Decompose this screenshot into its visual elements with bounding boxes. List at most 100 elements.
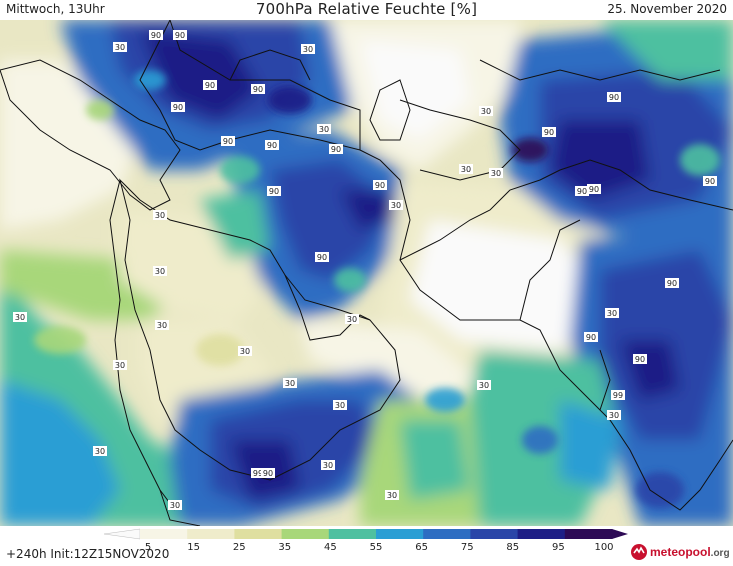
- svg-text:90: 90: [205, 81, 215, 90]
- colorbar-tick-label: 5: [145, 542, 151, 552]
- svg-text:30: 30: [240, 347, 250, 356]
- isoline-label: 30: [153, 266, 167, 276]
- svg-text:90: 90: [173, 103, 183, 112]
- svg-text:90: 90: [635, 355, 645, 364]
- humidity-field: [0, 20, 733, 526]
- colorbar-segments: [140, 529, 613, 539]
- isoline-label: 99: [251, 468, 265, 478]
- map-footer: 5 15 25 35 45 55 65 75 85 95 100 +240h Init:12Z15N…: [0, 526, 733, 566]
- svg-text:99: 99: [613, 391, 623, 400]
- svg-text:30: 30: [481, 107, 491, 116]
- svg-text:90: 90: [667, 279, 677, 288]
- colorbar-tick-label: 45: [324, 542, 337, 552]
- svg-text:30: 30: [607, 309, 617, 318]
- isoline-label: 90: [665, 278, 679, 288]
- svg-text:30: 30: [15, 313, 25, 322]
- svg-text:90: 90: [577, 187, 587, 196]
- svg-text:30: 30: [391, 201, 401, 210]
- colorbar-segment: [470, 529, 519, 539]
- isoline-label: 30: [317, 124, 331, 134]
- isoline-label: 30: [301, 44, 315, 54]
- map-header: Mittwoch, 13Uhr 700hPa Relative Feuchte …: [0, 0, 733, 20]
- isoline-label: 30: [477, 380, 491, 390]
- logo-text: meteopool: [650, 545, 711, 559]
- svg-text:99: 99: [253, 469, 263, 478]
- colorbar-ticks: 5 15 25 35 45 55 65 75 85 95 100: [145, 542, 614, 552]
- colorbar-segment: [281, 529, 330, 539]
- colorbar-tick-label: 15: [187, 542, 200, 552]
- isoline-label: 90: [575, 186, 589, 196]
- isoline-label: 30: [489, 168, 503, 178]
- svg-text:90: 90: [253, 85, 263, 94]
- isoline-label: 90: [329, 144, 343, 154]
- colorbar-tick-label: 55: [370, 542, 383, 552]
- meteopool-logo[interactable]: meteopool.org: [629, 541, 729, 563]
- isoline-label: 90: [203, 80, 217, 90]
- svg-text:30: 30: [387, 491, 397, 500]
- svg-text:30: 30: [335, 401, 345, 410]
- svg-text:90: 90: [175, 31, 185, 40]
- svg-text:90: 90: [317, 253, 327, 262]
- isoline-label: 30: [385, 490, 399, 500]
- colorbar-tick-label: 25: [233, 542, 246, 552]
- colorbar-tick-label: 95: [552, 542, 565, 552]
- colorbar-segment: [376, 529, 424, 539]
- svg-text:30: 30: [323, 461, 333, 470]
- isoline-label: 30: [113, 42, 127, 52]
- svg-text:90: 90: [705, 177, 715, 186]
- svg-text:90: 90: [263, 469, 273, 478]
- isoline-label: 90: [633, 354, 647, 364]
- colorbar: 5 15 25 35 45 55 65 75 85 95 100: [103, 528, 628, 552]
- isoline-label: 90: [267, 186, 281, 196]
- isoline-label: 30: [459, 164, 473, 174]
- colorbar-segment: [564, 529, 613, 539]
- svg-text:30: 30: [155, 211, 165, 220]
- colorbar-segment: [517, 529, 566, 539]
- colorbar-left-arrow: [103, 528, 141, 540]
- svg-text:90: 90: [544, 128, 554, 137]
- colorbar-tick-label: 65: [415, 542, 428, 552]
- isoline-label: 90: [587, 184, 601, 194]
- isoline-label: 90: [703, 176, 717, 186]
- isoline-label: 90: [607, 92, 621, 102]
- svg-text:30: 30: [95, 447, 105, 456]
- run-info: +240h Init:12Z15NOV2020: [6, 547, 170, 561]
- isoline-label: 90: [261, 468, 275, 478]
- colorbar-segment: [423, 529, 471, 539]
- isoline-label: 90: [221, 136, 235, 146]
- colorbar-segment: [328, 529, 377, 539]
- isoline-label: 90: [315, 252, 329, 262]
- isoline-label: 30: [333, 400, 347, 410]
- isoline-label: 30: [283, 378, 297, 388]
- isoline-label: 99: [611, 390, 625, 400]
- svg-text:30: 30: [461, 165, 471, 174]
- isoline-label: 30: [153, 210, 167, 220]
- svg-text:30: 30: [115, 361, 125, 370]
- isoline-label: 30: [605, 308, 619, 318]
- svg-text:30: 30: [157, 321, 167, 330]
- svg-text:90: 90: [267, 141, 277, 150]
- isoline-label: 90: [251, 84, 265, 94]
- colorbar-tick-label: 100: [594, 542, 613, 552]
- isoline-label: 30: [345, 314, 359, 324]
- svg-text:90: 90: [589, 185, 599, 194]
- svg-text:30: 30: [170, 501, 180, 510]
- svg-text:30: 30: [303, 45, 313, 54]
- colorbar-tick-label: 75: [461, 542, 474, 552]
- svg-text:30: 30: [285, 379, 295, 388]
- map-title: 700hPa Relative Feuchte [%]: [255, 0, 478, 18]
- isoline-label: 30: [113, 360, 127, 370]
- colorbar-right-arrow: [612, 529, 628, 539]
- isoline-label: 30: [389, 200, 403, 210]
- colorbar-segment: [234, 529, 283, 539]
- isoline-label: 30: [321, 460, 335, 470]
- colorbar-segment: [187, 529, 235, 539]
- isoline-label: 30: [238, 346, 252, 356]
- svg-text:90: 90: [223, 137, 233, 146]
- isoline-label: 90: [173, 30, 187, 40]
- colorbar-segment: [140, 529, 188, 539]
- isoline-label: 90: [171, 102, 185, 112]
- isoline-label: 90: [265, 140, 279, 150]
- svg-text:30: 30: [347, 315, 357, 324]
